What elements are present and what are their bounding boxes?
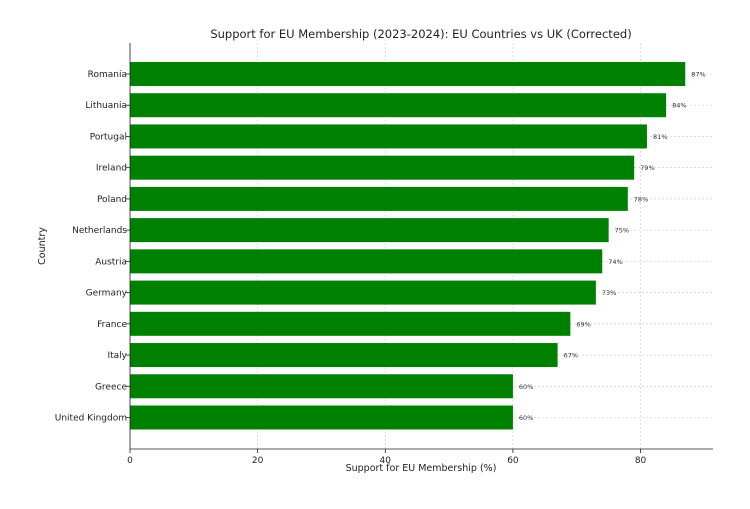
y-tick-label: Germany xyxy=(86,289,128,299)
y-tick-label: Italy xyxy=(107,351,127,361)
x-axis-label: Support for EU Membership (%) xyxy=(346,463,497,474)
bar xyxy=(130,343,558,368)
data-label: 60% xyxy=(519,383,533,391)
data-label: 74% xyxy=(608,258,622,266)
bar xyxy=(130,311,571,336)
bar xyxy=(130,280,596,305)
data-labels: 87% 84% 81% 79% 78% 75% 74% 73% 69% 67% 60% 60% xyxy=(519,71,706,423)
bar xyxy=(130,218,609,243)
data-label: 84% xyxy=(672,102,686,110)
y-tick-label: Austria xyxy=(95,257,127,267)
bar xyxy=(130,155,635,180)
x-tick-labels: 0 20 40 60 80 xyxy=(127,449,647,466)
chart-title: Support for EU Membership (2023-2024): E… xyxy=(210,27,631,41)
data-label: 87% xyxy=(691,71,705,79)
x-tick-label: 0 xyxy=(127,456,133,466)
x-tick-label: 80 xyxy=(635,456,647,466)
data-label: 81% xyxy=(653,133,667,141)
y-tick-labels: Romania Lithuania Portugal Ireland Poland Net… xyxy=(55,70,130,424)
bar xyxy=(130,186,628,211)
x-tick-label: 60 xyxy=(507,456,519,466)
bar xyxy=(130,62,686,86)
data-label: 67% xyxy=(564,352,578,360)
data-label: 73% xyxy=(602,289,616,297)
y-axis-label: Country xyxy=(37,227,48,265)
x-tick-label: 40 xyxy=(380,456,392,466)
data-label: 75% xyxy=(615,227,629,235)
bars xyxy=(130,62,686,430)
bar xyxy=(130,93,667,118)
y-tick-label: Ireland xyxy=(96,164,127,174)
data-label: 69% xyxy=(576,320,590,328)
data-label: 60% xyxy=(519,414,533,422)
bar xyxy=(130,374,513,399)
y-tick-label: Portugal xyxy=(90,132,127,142)
data-label: 78% xyxy=(634,195,648,203)
x-tick-label: 20 xyxy=(252,456,264,466)
y-tick-label: France xyxy=(97,320,127,330)
y-tick-label: United Kingdom xyxy=(55,414,127,424)
y-tick-label: Lithuania xyxy=(85,101,127,111)
y-tick-label: Netherlands xyxy=(72,226,127,236)
y-tick-label: Poland xyxy=(97,195,127,205)
y-tick-label: Greece xyxy=(95,382,127,392)
data-label: 79% xyxy=(640,164,654,172)
y-tick-label: Romania xyxy=(88,70,127,80)
bar xyxy=(130,124,647,149)
bar xyxy=(130,405,513,430)
bar xyxy=(130,249,603,274)
